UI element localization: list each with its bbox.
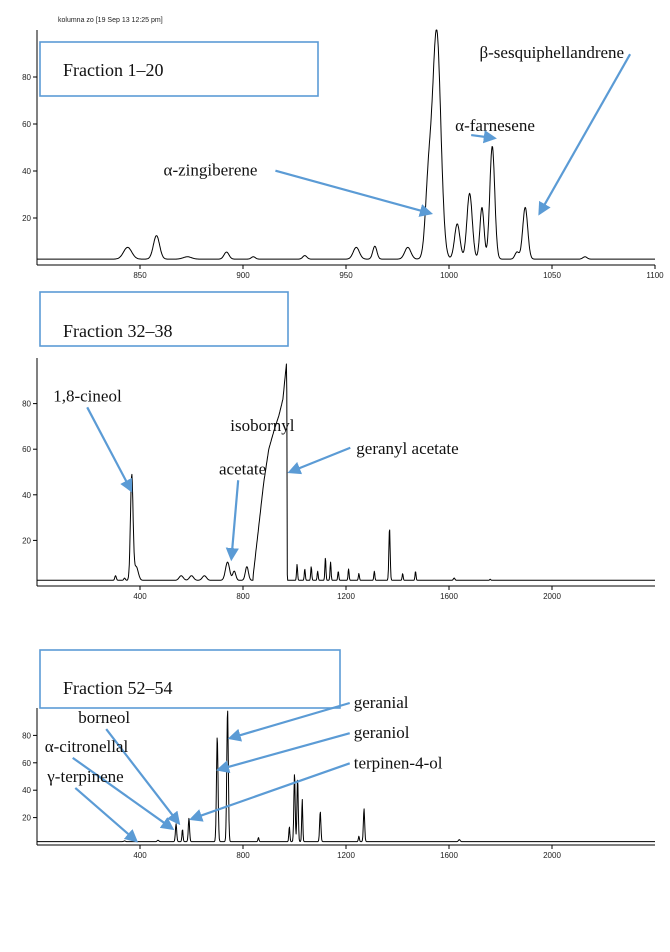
annotation-arrow: [105, 728, 181, 826]
annotation-arrow: [215, 732, 351, 774]
x-tick-label: 950: [339, 271, 353, 280]
annotation-arrow: [74, 787, 139, 843]
y-tick-label: 20: [22, 214, 31, 223]
peak-annotation: α-zingiberene: [164, 161, 258, 180]
peak-annotation: geranyl acetate: [356, 439, 458, 458]
peak-annotation: isobornyl: [230, 416, 295, 435]
y-tick-label: 60: [22, 445, 31, 454]
x-tick-label: 1100: [646, 271, 664, 280]
peak-annotation: 1,8-cineol: [53, 386, 122, 405]
annotation-arrow: [471, 130, 497, 144]
x-tick-label: 1050: [543, 271, 561, 280]
y-tick-label: 20: [22, 814, 31, 823]
chart-panel-3: 20 40 60 80 400 800 1200 1600 2000 Fraction 52–54…: [22, 649, 656, 860]
y-tick-label: 60: [22, 759, 31, 768]
chart-panel-2: 20 40 60 80 400 800 1200 1600 2000 Fraction 32–38…: [22, 291, 656, 601]
x-tick-label: 2000: [543, 592, 561, 601]
y-tick-label: 40: [22, 167, 31, 176]
peak-annotation: geraniol: [354, 723, 410, 742]
x-tick-label: 800: [236, 851, 250, 860]
x-tick-label: 1200: [337, 851, 355, 860]
y-tick-label: 80: [22, 731, 31, 740]
fraction-title: Fraction 1–20: [63, 60, 164, 80]
x-tick-label: 1600: [440, 592, 458, 601]
fraction-box: [39, 649, 341, 709]
y-tick-label: 20: [22, 536, 31, 545]
y-tick-label: 60: [22, 120, 31, 129]
x-tick-label: 800: [236, 592, 250, 601]
x-tick-label: 900: [236, 271, 250, 280]
run-header: kolumna zo [19 Sep 13 12:25 pm]: [58, 17, 163, 24]
x-tick-label: 2000: [543, 851, 561, 860]
fraction-title: Fraction 32–38: [63, 321, 173, 341]
annotation-arrow: [287, 446, 351, 475]
x-tick-label: 850: [133, 271, 147, 280]
annotation-arrow: [275, 169, 434, 217]
peak-annotation: γ-terpinene: [46, 767, 123, 786]
peak-annotation: borneol: [78, 708, 130, 727]
x-tick-label: 400: [133, 851, 147, 860]
chart-panel-1: 20 40 60 80 850 900 950 1000 1050 1100 Fraction 1–…: [22, 29, 664, 280]
annotation-arrow: [86, 406, 133, 493]
fraction-box: [39, 291, 289, 347]
y-tick-label: 40: [22, 786, 31, 795]
peak-annotation: acetate: [219, 459, 266, 478]
chromatogram-trace: [36, 363, 656, 581]
y-tick-label: 40: [22, 491, 31, 500]
annotation-arrow: [227, 701, 351, 742]
peak-annotation: geranial: [354, 693, 409, 712]
x-tick-label: 1600: [440, 851, 458, 860]
chromatogram-trace: [36, 710, 656, 843]
fraction-title: Fraction 52–54: [63, 678, 173, 698]
x-tick-label: 1200: [337, 592, 355, 601]
annotation-arrow: [225, 480, 240, 562]
annotation-arrow: [538, 53, 632, 216]
y-tick-label: 80: [22, 73, 31, 82]
peak-annotation: terpinen-4-ol: [354, 753, 443, 772]
peak-annotation: α-citronellal: [45, 737, 129, 756]
fraction-box: [39, 41, 319, 97]
x-tick-label: 400: [133, 592, 147, 601]
peak-annotation: α-farnesene: [455, 116, 535, 135]
x-tick-label: 1000: [440, 271, 458, 280]
annotation-arrow: [189, 762, 351, 822]
annotation-arrow: [72, 756, 175, 831]
peak-annotation: β-sesquiphellandrene: [479, 43, 624, 62]
chromatogram-trace: [36, 29, 656, 260]
y-tick-label: 80: [22, 400, 31, 409]
